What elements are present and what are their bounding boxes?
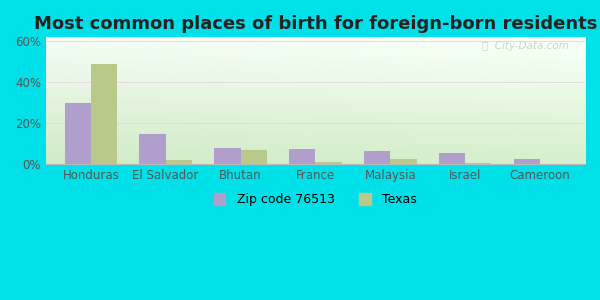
Bar [289,149,316,164]
Bar [316,162,341,164]
Bar [364,151,391,164]
Bar [241,150,267,164]
Bar [214,148,241,164]
Legend: Zip code 76513, Texas: Zip code 76513, Texas [209,188,422,211]
Text: ⓘ  City-Data.com: ⓘ City-Data.com [482,41,569,51]
Bar [514,159,540,164]
Bar [139,134,166,164]
Bar [65,103,91,164]
Bar [91,64,117,164]
Bar [166,160,192,164]
Bar [391,159,416,164]
Bar [439,153,465,164]
Title: Most common places of birth for foreign-born residents: Most common places of birth for foreign-… [34,15,597,33]
Bar [465,163,491,164]
